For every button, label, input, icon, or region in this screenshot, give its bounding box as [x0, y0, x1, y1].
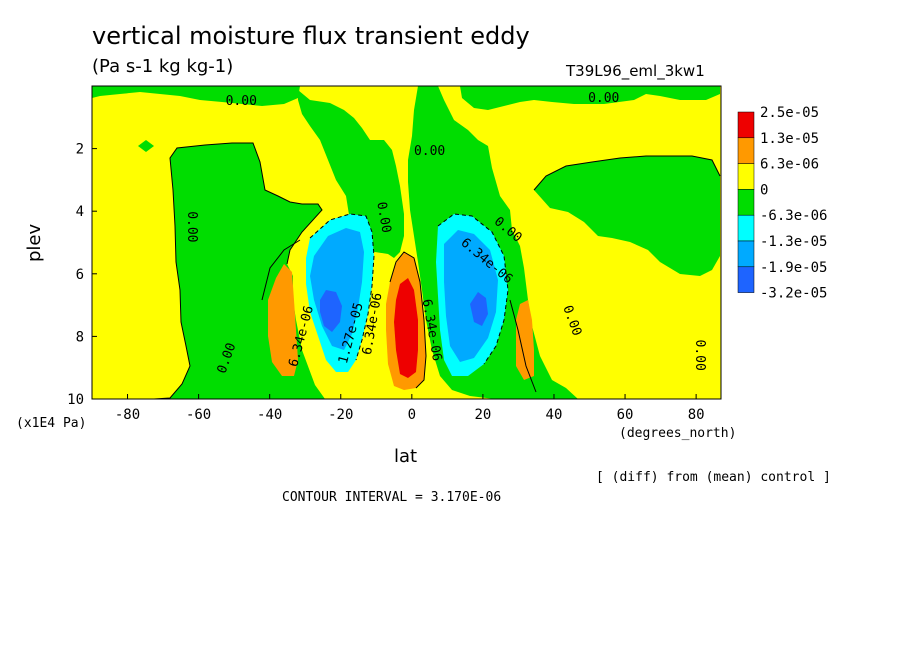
x-tick-label: 40	[546, 407, 563, 423]
legend-label: 0	[760, 182, 768, 198]
x-tick-label: -40	[257, 407, 282, 423]
legend-label: 1.3e-05	[760, 131, 819, 147]
field-green-top-right	[460, 86, 720, 110]
contour-center	[389, 251, 427, 389]
field-darkblue-right	[470, 292, 488, 326]
contour-lines	[153, 142, 721, 399]
x-tick-label: -60	[186, 407, 211, 423]
contour-label: 0.00	[692, 340, 707, 371]
field-blue-right	[444, 230, 498, 362]
contour-pos-left	[261, 239, 301, 301]
y-tick-label: 8	[76, 329, 84, 345]
x-axis-ticks: -80 -60 -40 -20 0 20 40 60 80	[115, 394, 705, 423]
legend-label: 6.3e-06	[760, 157, 819, 173]
footnote: [ (diff) from (mean) control ]	[596, 470, 831, 485]
legend-label: -3.2e-05	[760, 286, 827, 302]
legend-label: 2.5e-05	[760, 105, 819, 121]
y-tick-label: 6	[76, 267, 84, 283]
chart-title: vertical moisture flux transient eddy	[92, 22, 530, 50]
contour-neg-left	[309, 213, 375, 361]
y-tick-label: 4	[76, 204, 84, 220]
x-tick-label: -20	[328, 407, 353, 423]
chart-units: (Pa s-1 kg kg-1)	[92, 56, 234, 77]
contour-zero-right	[533, 155, 721, 191]
field-green-right	[534, 156, 720, 276]
legend-swatch	[737, 137, 755, 164]
contour-label: 0.00	[588, 91, 619, 106]
x-tick-label: -80	[115, 407, 140, 423]
x-tick-label: 60	[617, 407, 634, 423]
legend-swatch	[737, 189, 755, 216]
contour-label: 0.00	[226, 94, 257, 109]
legend-swatch	[737, 163, 755, 190]
field-darkblue-left	[320, 290, 342, 332]
field-red-center	[394, 278, 418, 378]
legend-label: -1.9e-05	[760, 260, 827, 276]
field-green-top-left	[92, 86, 300, 106]
legend-swatch	[737, 214, 755, 242]
x-tick-label: 80	[688, 407, 705, 423]
y-tick-label: 10	[67, 392, 84, 408]
field-orange-right	[516, 300, 534, 380]
x-tick-label: 0	[408, 407, 416, 423]
contour-label: 0.00	[373, 201, 393, 234]
legend-label: -6.3e-06	[760, 208, 827, 224]
y-axis-unit: (x1E4 Pa)	[16, 416, 87, 431]
legend-swatch	[737, 240, 755, 268]
field-green-blob	[138, 140, 154, 152]
x-axis-label: lat	[394, 446, 418, 467]
legend-swatch	[737, 266, 755, 293]
contour-interval: CONTOUR INTERVAL = 3.170E-06	[282, 490, 502, 505]
run-label: T39L96_eml_3kw1	[566, 62, 705, 80]
contour-label: 0.00	[414, 144, 445, 159]
field-green-center	[298, 90, 404, 258]
y-axis-ticks: 2 4 6 8 10	[67, 142, 97, 408]
x-axis-unit: (degrees_north)	[619, 426, 737, 441]
contour-zero-left	[153, 142, 323, 399]
contour-pos-right	[509, 299, 537, 393]
legend-swatch	[737, 111, 755, 139]
color-legend: 2.5e-05 1.3e-05 6.3e-06 0 -6.3e-06 -1.3e-05 -1…	[737, 105, 827, 302]
legend-label: -1.3e-05	[760, 234, 827, 250]
plot-frame	[91, 85, 722, 400]
x-tick-label: 20	[474, 407, 491, 423]
contour-label: 0.00	[184, 211, 199, 242]
contour-fields	[92, 86, 721, 399]
y-tick-label: 2	[76, 142, 84, 158]
field-orange-left	[268, 264, 298, 376]
